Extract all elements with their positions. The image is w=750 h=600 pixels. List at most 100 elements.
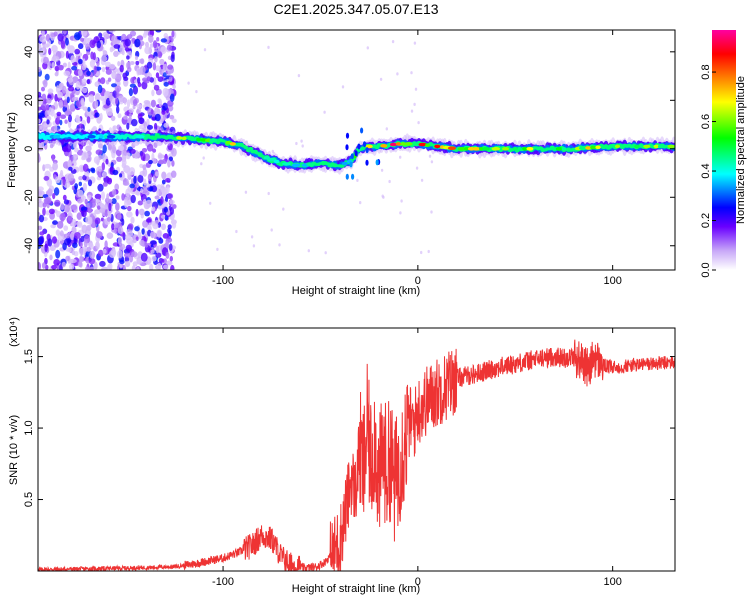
noise-speckle: [167, 64, 174, 70]
noise-speckle: [139, 239, 145, 246]
chart-title: C2E1.2025.347.05.07.E13: [273, 1, 438, 17]
noise-speckle: [38, 214, 45, 223]
noise-speckle: [68, 166, 73, 171]
ridge-peak: [98, 134, 104, 139]
noise-speckle: [117, 226, 124, 235]
noise-speckle: [187, 81, 190, 85]
noise-speckle: [55, 229, 61, 236]
noise-speckle: [154, 113, 161, 122]
noise-speckle: [62, 30, 67, 35]
noise-speckle: [143, 100, 151, 105]
noise-speckle: [76, 221, 80, 227]
noise-speckle: [67, 159, 72, 167]
noise-speckle: [66, 96, 70, 104]
noise-speckle: [52, 236, 57, 244]
noise-speckle: [209, 201, 212, 205]
noise-speckle: [162, 72, 167, 78]
spectrogram-x-label: Height of straight line (km): [292, 285, 420, 297]
noise-speckle: [111, 198, 117, 205]
noise-speckle: [124, 256, 130, 263]
ridge-streak: [354, 150, 358, 157]
ridge-peak: [196, 137, 202, 142]
noise-speckle: [172, 84, 176, 90]
noise-speckle: [60, 114, 67, 119]
noise-speckle: [56, 111, 62, 117]
noise-speckle: [82, 163, 89, 172]
noise-speckle: [131, 265, 136, 270]
noise-speckle: [42, 202, 47, 208]
noise-speckle: [61, 261, 66, 268]
noise-speckle: [74, 232, 81, 239]
noise-speckle: [400, 199, 403, 203]
noise-speckle: [388, 179, 391, 184]
noise-speckle: [121, 149, 127, 156]
snr-y-axis: 0.5 1.0 1.5: [23, 349, 675, 507]
noise-speckle: [87, 106, 91, 112]
noise-speckle: [124, 38, 131, 47]
noise-speckle: [128, 167, 136, 176]
noise-speckle: [121, 158, 127, 167]
noise-speckle: [41, 30, 45, 37]
noise-speckle: [267, 45, 270, 50]
ridge-peak: [418, 142, 427, 147]
ridge-peak: [59, 134, 65, 139]
noise-speckle: [38, 262, 41, 270]
noise-speckle: [84, 266, 90, 270]
noise-speckle: [156, 188, 160, 197]
noise-speckle: [63, 70, 71, 77]
noise-speckle: [152, 40, 158, 49]
noise-speckle: [165, 251, 170, 259]
noise-speckle: [94, 209, 100, 215]
ridge-peak: [667, 144, 675, 149]
noise-speckle: [359, 201, 362, 205]
noise-speckle: [42, 207, 46, 216]
noise-speckle: [202, 156, 205, 160]
ridge-peak: [167, 135, 172, 139]
noise-speckle: [76, 212, 82, 221]
snr-y-label: SNR (10 * v/v): [8, 415, 20, 485]
noise-speckle: [77, 69, 83, 77]
noise-speckle: [57, 33, 64, 42]
snr-plot-area: [38, 339, 675, 571]
noise-speckle: [64, 119, 68, 124]
noise-speckle: [87, 194, 92, 200]
noise-speckle: [307, 249, 310, 253]
ridge-streak: [375, 159, 379, 166]
noise-speckle: [91, 111, 95, 116]
ridge-peak: [44, 134, 51, 139]
noise-speckle: [128, 113, 132, 119]
noise-speckle: [38, 66, 42, 73]
noise-speckle: [115, 195, 120, 200]
noise-speckle: [151, 89, 155, 97]
noise-speckle: [77, 198, 83, 204]
noise-speckle: [86, 79, 91, 85]
noise-speckle: [129, 183, 135, 189]
noise-speckle: [97, 84, 103, 94]
noise-speckle: [109, 166, 114, 173]
noise-speckle: [74, 147, 79, 153]
noise-speckle: [47, 188, 53, 197]
noise-speckle: [63, 199, 70, 205]
noise-speckle: [79, 241, 83, 248]
colorbar: 0.0 0.2 0.4 0.6 0.8 Normalized spectral ampl…: [700, 30, 747, 278]
noise-speckle: [87, 206, 92, 214]
noise-speckle: [79, 255, 83, 264]
x-tick-label: -100: [212, 275, 234, 287]
noise-speckle: [89, 250, 96, 259]
noise-speckle: [119, 64, 124, 73]
noise-speckle: [135, 208, 139, 217]
x-tick-label: -100: [212, 576, 234, 588]
noise-speckle: [94, 112, 100, 118]
snr-panel: -100 0 100 0.5 1.0 1.5 Height of straight li…: [8, 317, 676, 595]
noise-speckle: [104, 209, 109, 218]
noise-speckle: [139, 163, 144, 168]
noise-speckle: [167, 80, 175, 86]
noise-speckle: [136, 104, 143, 109]
noise-speckle: [65, 143, 72, 153]
noise-speckle: [60, 40, 66, 49]
ridge-peak: [643, 144, 651, 149]
noise-speckle: [47, 88, 54, 94]
noise-speckle: [49, 254, 53, 261]
noise-speckle: [78, 43, 84, 50]
noise-speckle: [78, 123, 84, 129]
